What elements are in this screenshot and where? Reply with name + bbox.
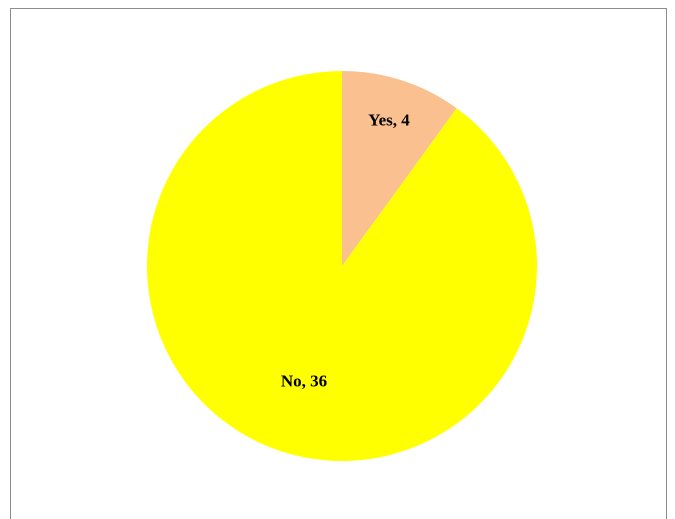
data-label: No, 36 bbox=[281, 372, 327, 391]
pie-slice bbox=[342, 71, 457, 266]
data-label: Yes, 4 bbox=[368, 110, 410, 129]
pie-slice bbox=[146, 71, 537, 462]
